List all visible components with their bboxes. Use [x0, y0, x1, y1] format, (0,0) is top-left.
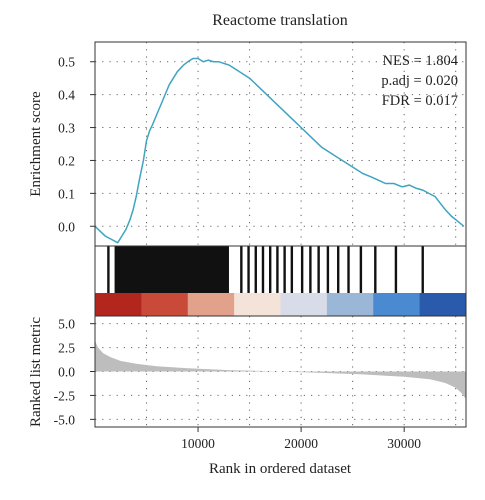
ranked-list-panel: -5.0 -2.5 0.0 2.5 5.0 10000 20000 30000 [54, 315, 467, 451]
colorbar-segment [280, 293, 328, 316]
es-y-tick-label: 0.2 [58, 153, 75, 168]
hit-bar [107, 246, 110, 293]
hit-bar [421, 246, 424, 293]
hit-bar [300, 246, 304, 293]
x-axis-ticks: 10000 20000 30000 [181, 427, 421, 451]
hit-bar [283, 246, 286, 293]
stat-line: p.adj = 0.020 [381, 73, 458, 89]
x-axis-label: Rank in ordered dataset [209, 461, 352, 477]
hit-dense-block [114, 246, 229, 293]
hit-bar [317, 246, 320, 293]
es-y-tick-label: 0.5 [58, 55, 75, 70]
hit-bar [374, 246, 377, 293]
rl-y-tick-label: 2.5 [58, 341, 75, 356]
y-axis-label-ranked: Ranked list metric [28, 317, 44, 427]
hit-bar [240, 246, 243, 293]
colorbar-segment [141, 293, 189, 316]
colorbar-segment [326, 293, 374, 316]
colorbar-segment [373, 293, 421, 316]
hit-bar [394, 246, 398, 293]
hit-bar [254, 246, 257, 293]
x-tick-label: 20000 [284, 436, 318, 451]
hit-bar [347, 246, 350, 293]
colorbar-segment [234, 293, 281, 316]
rl-y-tick-label: -2.5 [54, 388, 76, 403]
ranked-frame [94, 315, 467, 428]
hit-bar [247, 246, 250, 293]
enrichment-panel: 0.0 0.1 0.2 0.3 0.4 0.5 NES = 1.804 p.adj = 0.… [58, 41, 467, 247]
rl-y-tick-label: 5.0 [58, 317, 75, 332]
rank-colorbar [95, 293, 467, 316]
stat-line: FDR = 0.017 [382, 93, 458, 109]
es-y-tick-label: 0.1 [58, 186, 75, 201]
es-y-tick-label: 0.0 [58, 219, 75, 234]
rl-y-ticks: -5.0 -2.5 0.0 2.5 5.0 [54, 317, 95, 427]
es-y-tick-label: 0.3 [58, 121, 75, 136]
rl-y-tick-label: -5.0 [54, 412, 76, 427]
hit-bar [326, 246, 330, 293]
rl-y-tick-label: 0.0 [58, 365, 75, 380]
gene-hits-panel [94, 245, 467, 317]
hit-bar [276, 246, 279, 293]
hit-bar [268, 246, 272, 293]
colorbar-segment [419, 293, 467, 316]
es-y-ticks: 0.0 0.1 0.2 0.3 0.4 0.5 [58, 55, 95, 234]
enrichment-score-line [94, 57, 465, 244]
hit-bar [337, 246, 340, 293]
hit-bar [359, 246, 363, 293]
chart-title: Reactome translation [212, 12, 348, 29]
x-tick-label: 30000 [387, 436, 421, 451]
hit-bar [261, 246, 265, 293]
hit-bars [107, 246, 424, 293]
stats-box: NES = 1.804 p.adj = 0.020 FDR = 0.017 [381, 53, 458, 109]
es-y-tick-label: 0.4 [58, 88, 75, 103]
x-tick-label: 10000 [181, 436, 215, 451]
hit-bar [290, 246, 294, 293]
ranked-metric-area [95, 340, 466, 400]
y-axis-label-enrichment: Enrichment score [28, 91, 44, 197]
colorbar-segment [187, 293, 235, 316]
stat-line: NES = 1.804 [383, 53, 459, 69]
colorbar-segment [95, 293, 142, 316]
hit-bar [309, 246, 312, 293]
